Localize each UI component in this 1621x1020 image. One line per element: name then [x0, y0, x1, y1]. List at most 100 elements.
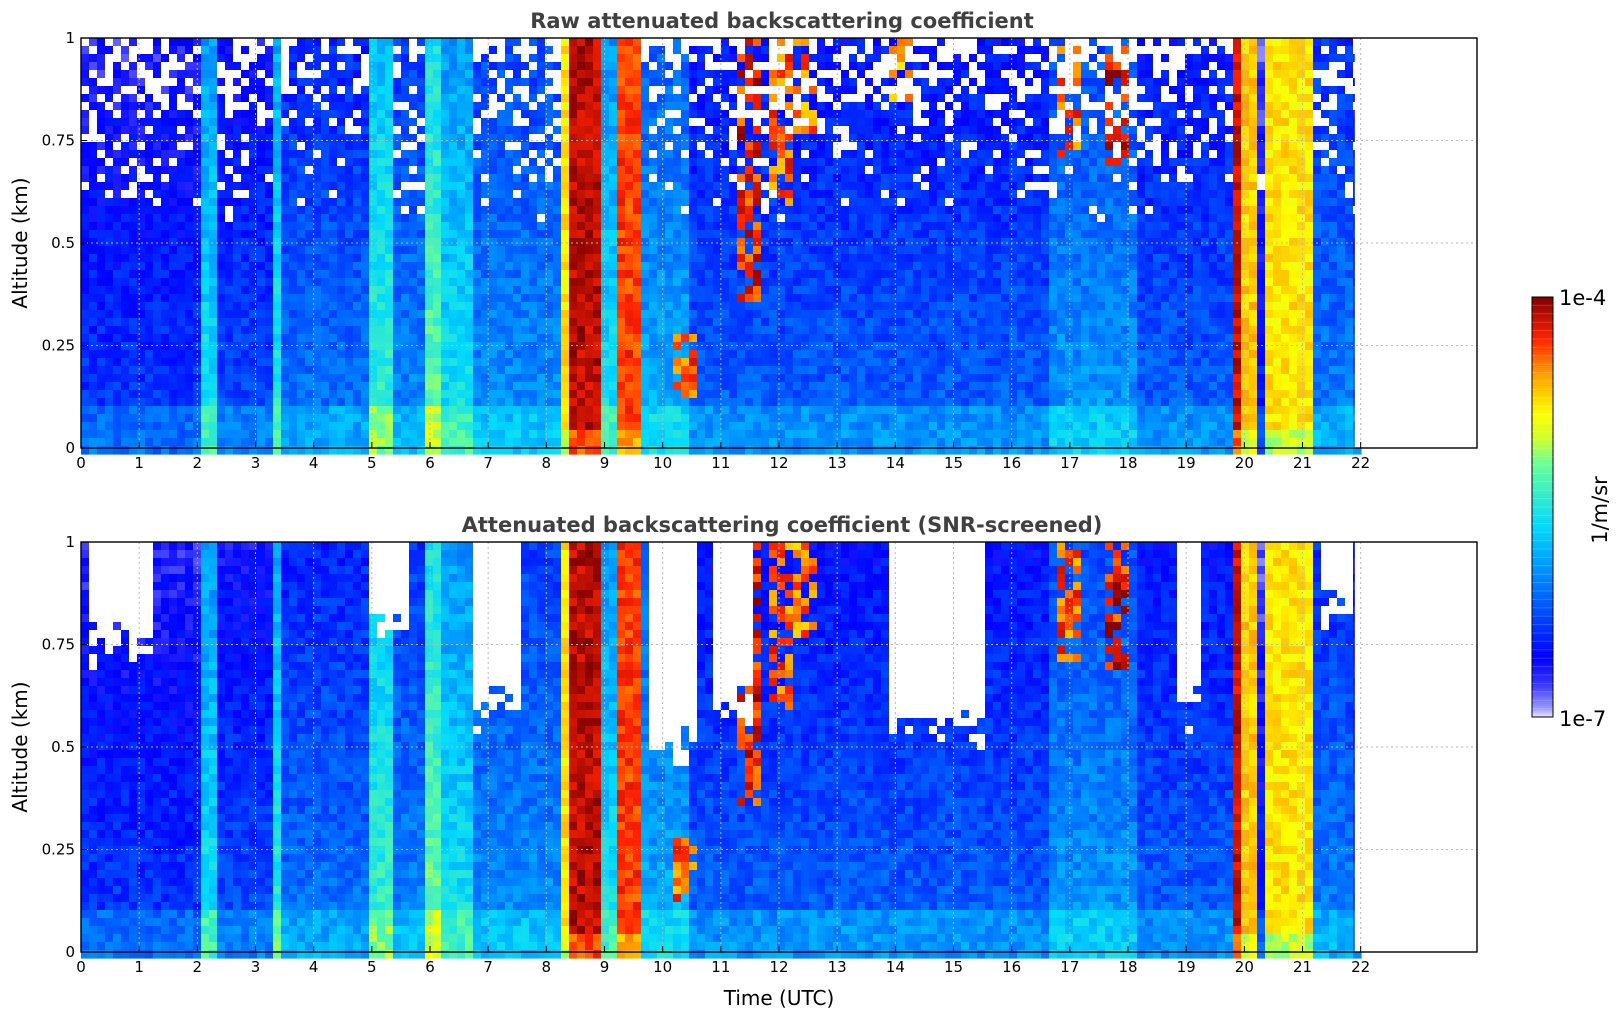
heatmap-cell [345, 342, 354, 351]
heatmap-cell [817, 134, 826, 143]
heatmap-cell [673, 214, 682, 223]
heatmap-cell [465, 246, 474, 255]
heatmap-cell [705, 230, 714, 239]
heatmap-cell [553, 374, 562, 383]
heatmap-cell [433, 430, 442, 439]
heatmap-cell [177, 222, 186, 231]
heatmap-cell [409, 294, 418, 303]
heatmap-cell [601, 254, 610, 263]
heatmap-cell [777, 318, 786, 327]
heatmap-cell [521, 278, 530, 287]
heatmap-cell [585, 206, 594, 215]
heatmap-cell [433, 398, 442, 407]
heatmap-cell [761, 38, 770, 47]
heatmap-cell [401, 238, 410, 247]
heatmap-cell [457, 422, 466, 431]
heatmap-cell [233, 62, 242, 71]
heatmap-cell [113, 270, 122, 279]
heatmap-cell [561, 318, 570, 327]
heatmap-cell [697, 358, 706, 367]
heatmap-cell [841, 134, 850, 143]
heatmap-cell [785, 62, 794, 71]
heatmap-cell [129, 278, 138, 287]
heatmap-cell [473, 270, 482, 279]
heatmap-cell [745, 94, 754, 103]
heatmap-cell [385, 294, 394, 303]
heatmap-cell [345, 286, 354, 295]
heatmap-cell [673, 230, 682, 239]
heatmap-cell [313, 38, 322, 47]
heatmap-cell [185, 342, 194, 351]
heatmap-cell [153, 62, 162, 71]
heatmap-cell [841, 270, 850, 279]
heatmap-cell [201, 102, 210, 111]
heatmap-cell [833, 222, 842, 231]
heatmap-cell [673, 142, 682, 151]
heatmap-cell [705, 446, 714, 455]
heatmap-cell [321, 310, 330, 319]
heatmap-cell [529, 246, 538, 255]
heatmap-cell [505, 254, 514, 263]
heatmap-cell [409, 54, 418, 63]
heatmap-cell [737, 350, 746, 359]
heatmap-cell [81, 254, 90, 263]
heatmap-cell [473, 318, 482, 327]
heatmap-cell [289, 430, 298, 439]
heatmap-cell [193, 318, 202, 327]
heatmap-cell [521, 38, 530, 47]
heatmap-cell [745, 414, 754, 423]
heatmap-cell [713, 174, 722, 183]
heatmap-cell [377, 238, 386, 247]
heatmap-cell [721, 118, 730, 127]
heatmap-cell [337, 94, 346, 103]
heatmap-cell [777, 174, 786, 183]
heatmap-cell [145, 54, 154, 63]
heatmap-cell [793, 270, 802, 279]
heatmap-cell [297, 302, 306, 311]
heatmap-cell [689, 310, 698, 319]
heatmap-cell [689, 70, 698, 79]
heatmap-cell [625, 126, 634, 135]
heatmap-cell [809, 78, 818, 87]
heatmap-cell [425, 206, 434, 215]
heatmap-cell [337, 294, 346, 303]
heatmap-cell [697, 294, 706, 303]
heatmap-cell [241, 390, 250, 399]
heatmap-cell [273, 198, 282, 207]
heatmap-cell [393, 398, 402, 407]
heatmap-cell [681, 326, 690, 335]
heatmap-cell [169, 294, 178, 303]
heatmap-cell [217, 182, 226, 191]
heatmap-cell [201, 302, 210, 311]
heatmap-cell [225, 126, 234, 135]
heatmap-cell [433, 102, 442, 111]
heatmap-cell [129, 302, 138, 311]
heatmap-cell [337, 222, 346, 231]
heatmap-cell [313, 214, 322, 223]
heatmap-cell [521, 198, 530, 207]
heatmap-cell [425, 246, 434, 255]
heatmap-cell [201, 246, 210, 255]
heatmap-cell [281, 278, 290, 287]
heatmap-cell [481, 334, 490, 343]
heatmap-cell [201, 422, 210, 431]
heatmap-cell [553, 174, 562, 183]
heatmap-cell [601, 430, 610, 439]
heatmap-cell [177, 350, 186, 359]
heatmap-cell [393, 422, 402, 431]
heatmap-cell [153, 126, 162, 135]
heatmap-cell [257, 86, 266, 95]
heatmap-cell [817, 62, 826, 71]
heatmap-cell [521, 142, 530, 151]
heatmap-cell [841, 54, 850, 63]
heatmap-cell [513, 350, 522, 359]
heatmap-cell [385, 382, 394, 391]
heatmap-cell [713, 198, 722, 207]
heatmap-cell [145, 150, 154, 159]
heatmap-cell [185, 326, 194, 335]
heatmap-cell [201, 118, 210, 127]
heatmap-cell [529, 158, 538, 167]
heatmap-cell [297, 406, 306, 415]
heatmap-cell [257, 238, 266, 247]
heatmap-cell [465, 62, 474, 71]
